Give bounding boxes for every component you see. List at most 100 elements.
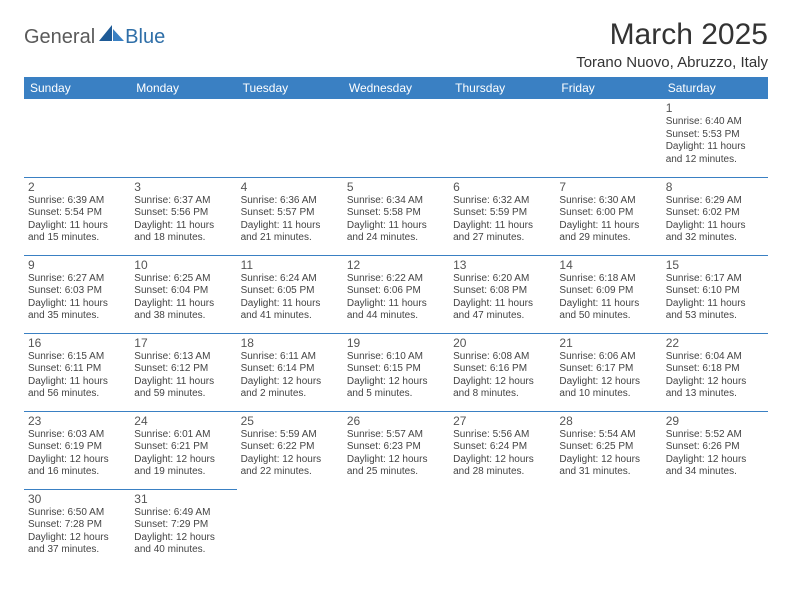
day-header: Saturday <box>662 77 768 99</box>
calendar-week-row: 30Sunrise: 6:50 AMSunset: 7:28 PMDayligh… <box>24 489 768 567</box>
day-number: 5 <box>347 180 445 194</box>
daylight-line: Daylight: 12 hours and 40 minutes. <box>134 532 232 557</box>
calendar-day-cell: 18Sunrise: 6:11 AMSunset: 6:14 PMDayligh… <box>237 333 343 411</box>
day-header: Wednesday <box>343 77 449 99</box>
calendar-day-cell: 30Sunrise: 6:50 AMSunset: 7:28 PMDayligh… <box>24 489 130 567</box>
sunset-line: Sunset: 6:23 PM <box>347 441 445 454</box>
sunset-line: Sunset: 6:19 PM <box>28 441 126 454</box>
daylight-line: Daylight: 11 hours and 38 minutes. <box>134 298 232 323</box>
day-number: 14 <box>559 258 657 272</box>
day-header: Thursday <box>449 77 555 99</box>
sunrise-line: Sunrise: 6:15 AM <box>28 351 126 364</box>
day-header: Friday <box>555 77 661 99</box>
logo-text-blue: Blue <box>125 26 165 49</box>
sunset-line: Sunset: 6:11 PM <box>28 363 126 376</box>
day-number: 27 <box>453 414 551 428</box>
sunset-line: Sunset: 5:58 PM <box>347 207 445 220</box>
day-number: 24 <box>134 414 232 428</box>
sunrise-line: Sunrise: 5:52 AM <box>666 429 764 442</box>
sunset-line: Sunset: 6:17 PM <box>559 363 657 376</box>
location: Torano Nuovo, Abruzzo, Italy <box>576 54 768 71</box>
sunrise-line: Sunrise: 6:04 AM <box>666 351 764 364</box>
calendar-table: SundayMondayTuesdayWednesdayThursdayFrid… <box>24 77 768 567</box>
calendar-header-row: SundayMondayTuesdayWednesdayThursdayFrid… <box>24 77 768 99</box>
calendar-day-cell: 9Sunrise: 6:27 AMSunset: 6:03 PMDaylight… <box>24 255 130 333</box>
daylight-line: Daylight: 12 hours and 2 minutes. <box>241 376 339 401</box>
daylight-line: Daylight: 11 hours and 27 minutes. <box>453 220 551 245</box>
calendar-day-cell: 29Sunrise: 5:52 AMSunset: 6:26 PMDayligh… <box>662 411 768 489</box>
calendar-day-cell <box>24 99 130 177</box>
calendar-day-cell <box>343 99 449 177</box>
daylight-line: Daylight: 12 hours and 19 minutes. <box>134 454 232 479</box>
sunrise-line: Sunrise: 6:37 AM <box>134 195 232 208</box>
sunrise-line: Sunrise: 6:20 AM <box>453 273 551 286</box>
sunset-line: Sunset: 5:53 PM <box>666 129 764 142</box>
sunset-line: Sunset: 6:10 PM <box>666 285 764 298</box>
day-number: 1 <box>666 101 764 115</box>
sunrise-line: Sunrise: 5:56 AM <box>453 429 551 442</box>
day-number: 30 <box>28 492 126 506</box>
calendar-day-cell: 28Sunrise: 5:54 AMSunset: 6:25 PMDayligh… <box>555 411 661 489</box>
daylight-line: Daylight: 11 hours and 35 minutes. <box>28 298 126 323</box>
sunrise-line: Sunrise: 6:29 AM <box>666 195 764 208</box>
sunset-line: Sunset: 6:09 PM <box>559 285 657 298</box>
day-number: 26 <box>347 414 445 428</box>
sunset-line: Sunset: 7:29 PM <box>134 519 232 532</box>
day-number: 31 <box>134 492 232 506</box>
calendar-day-cell <box>449 99 555 177</box>
daylight-line: Daylight: 11 hours and 21 minutes. <box>241 220 339 245</box>
sunrise-line: Sunrise: 6:18 AM <box>559 273 657 286</box>
daylight-line: Daylight: 11 hours and 18 minutes. <box>134 220 232 245</box>
day-header: Monday <box>130 77 236 99</box>
calendar-day-cell: 13Sunrise: 6:20 AMSunset: 6:08 PMDayligh… <box>449 255 555 333</box>
day-number: 25 <box>241 414 339 428</box>
daylight-line: Daylight: 12 hours and 37 minutes. <box>28 532 126 557</box>
sunset-line: Sunset: 6:22 PM <box>241 441 339 454</box>
daylight-line: Daylight: 12 hours and 13 minutes. <box>666 376 764 401</box>
sunrise-line: Sunrise: 6:49 AM <box>134 507 232 520</box>
logo-sail-icon <box>99 24 125 42</box>
sunrise-line: Sunrise: 6:34 AM <box>347 195 445 208</box>
calendar-day-cell <box>449 489 555 567</box>
sunrise-line: Sunrise: 5:54 AM <box>559 429 657 442</box>
sunrise-line: Sunrise: 6:01 AM <box>134 429 232 442</box>
sunrise-line: Sunrise: 6:24 AM <box>241 273 339 286</box>
calendar-day-cell: 6Sunrise: 6:32 AMSunset: 5:59 PMDaylight… <box>449 177 555 255</box>
day-number: 2 <box>28 180 126 194</box>
title-block: March 2025 Torano Nuovo, Abruzzo, Italy <box>576 18 768 71</box>
sunrise-line: Sunrise: 5:59 AM <box>241 429 339 442</box>
day-number: 29 <box>666 414 764 428</box>
sunset-line: Sunset: 5:54 PM <box>28 207 126 220</box>
daylight-line: Daylight: 12 hours and 22 minutes. <box>241 454 339 479</box>
calendar-day-cell <box>555 99 661 177</box>
calendar-day-cell: 25Sunrise: 5:59 AMSunset: 6:22 PMDayligh… <box>237 411 343 489</box>
daylight-line: Daylight: 11 hours and 41 minutes. <box>241 298 339 323</box>
day-number: 3 <box>134 180 232 194</box>
calendar-day-cell: 1Sunrise: 6:40 AMSunset: 5:53 PMDaylight… <box>662 99 768 177</box>
sunset-line: Sunset: 6:25 PM <box>559 441 657 454</box>
calendar-day-cell: 20Sunrise: 6:08 AMSunset: 6:16 PMDayligh… <box>449 333 555 411</box>
day-number: 9 <box>28 258 126 272</box>
sunset-line: Sunset: 6:06 PM <box>347 285 445 298</box>
sunrise-line: Sunrise: 6:17 AM <box>666 273 764 286</box>
day-number: 7 <box>559 180 657 194</box>
daylight-line: Daylight: 11 hours and 29 minutes. <box>559 220 657 245</box>
day-number: 28 <box>559 414 657 428</box>
day-number: 17 <box>134 336 232 350</box>
calendar-day-cell: 19Sunrise: 6:10 AMSunset: 6:15 PMDayligh… <box>343 333 449 411</box>
calendar-day-cell <box>555 489 661 567</box>
sunset-line: Sunset: 6:03 PM <box>28 285 126 298</box>
calendar-week-row: 9Sunrise: 6:27 AMSunset: 6:03 PMDaylight… <box>24 255 768 333</box>
sunrise-line: Sunrise: 6:03 AM <box>28 429 126 442</box>
sunrise-line: Sunrise: 6:27 AM <box>28 273 126 286</box>
calendar-day-cell <box>343 489 449 567</box>
day-number: 13 <box>453 258 551 272</box>
sunset-line: Sunset: 6:21 PM <box>134 441 232 454</box>
calendar-day-cell <box>237 99 343 177</box>
calendar-day-cell: 11Sunrise: 6:24 AMSunset: 6:05 PMDayligh… <box>237 255 343 333</box>
calendar-day-cell: 16Sunrise: 6:15 AMSunset: 6:11 PMDayligh… <box>24 333 130 411</box>
calendar-week-row: 23Sunrise: 6:03 AMSunset: 6:19 PMDayligh… <box>24 411 768 489</box>
calendar-day-cell: 5Sunrise: 6:34 AMSunset: 5:58 PMDaylight… <box>343 177 449 255</box>
calendar-day-cell <box>662 489 768 567</box>
day-number: 11 <box>241 258 339 272</box>
